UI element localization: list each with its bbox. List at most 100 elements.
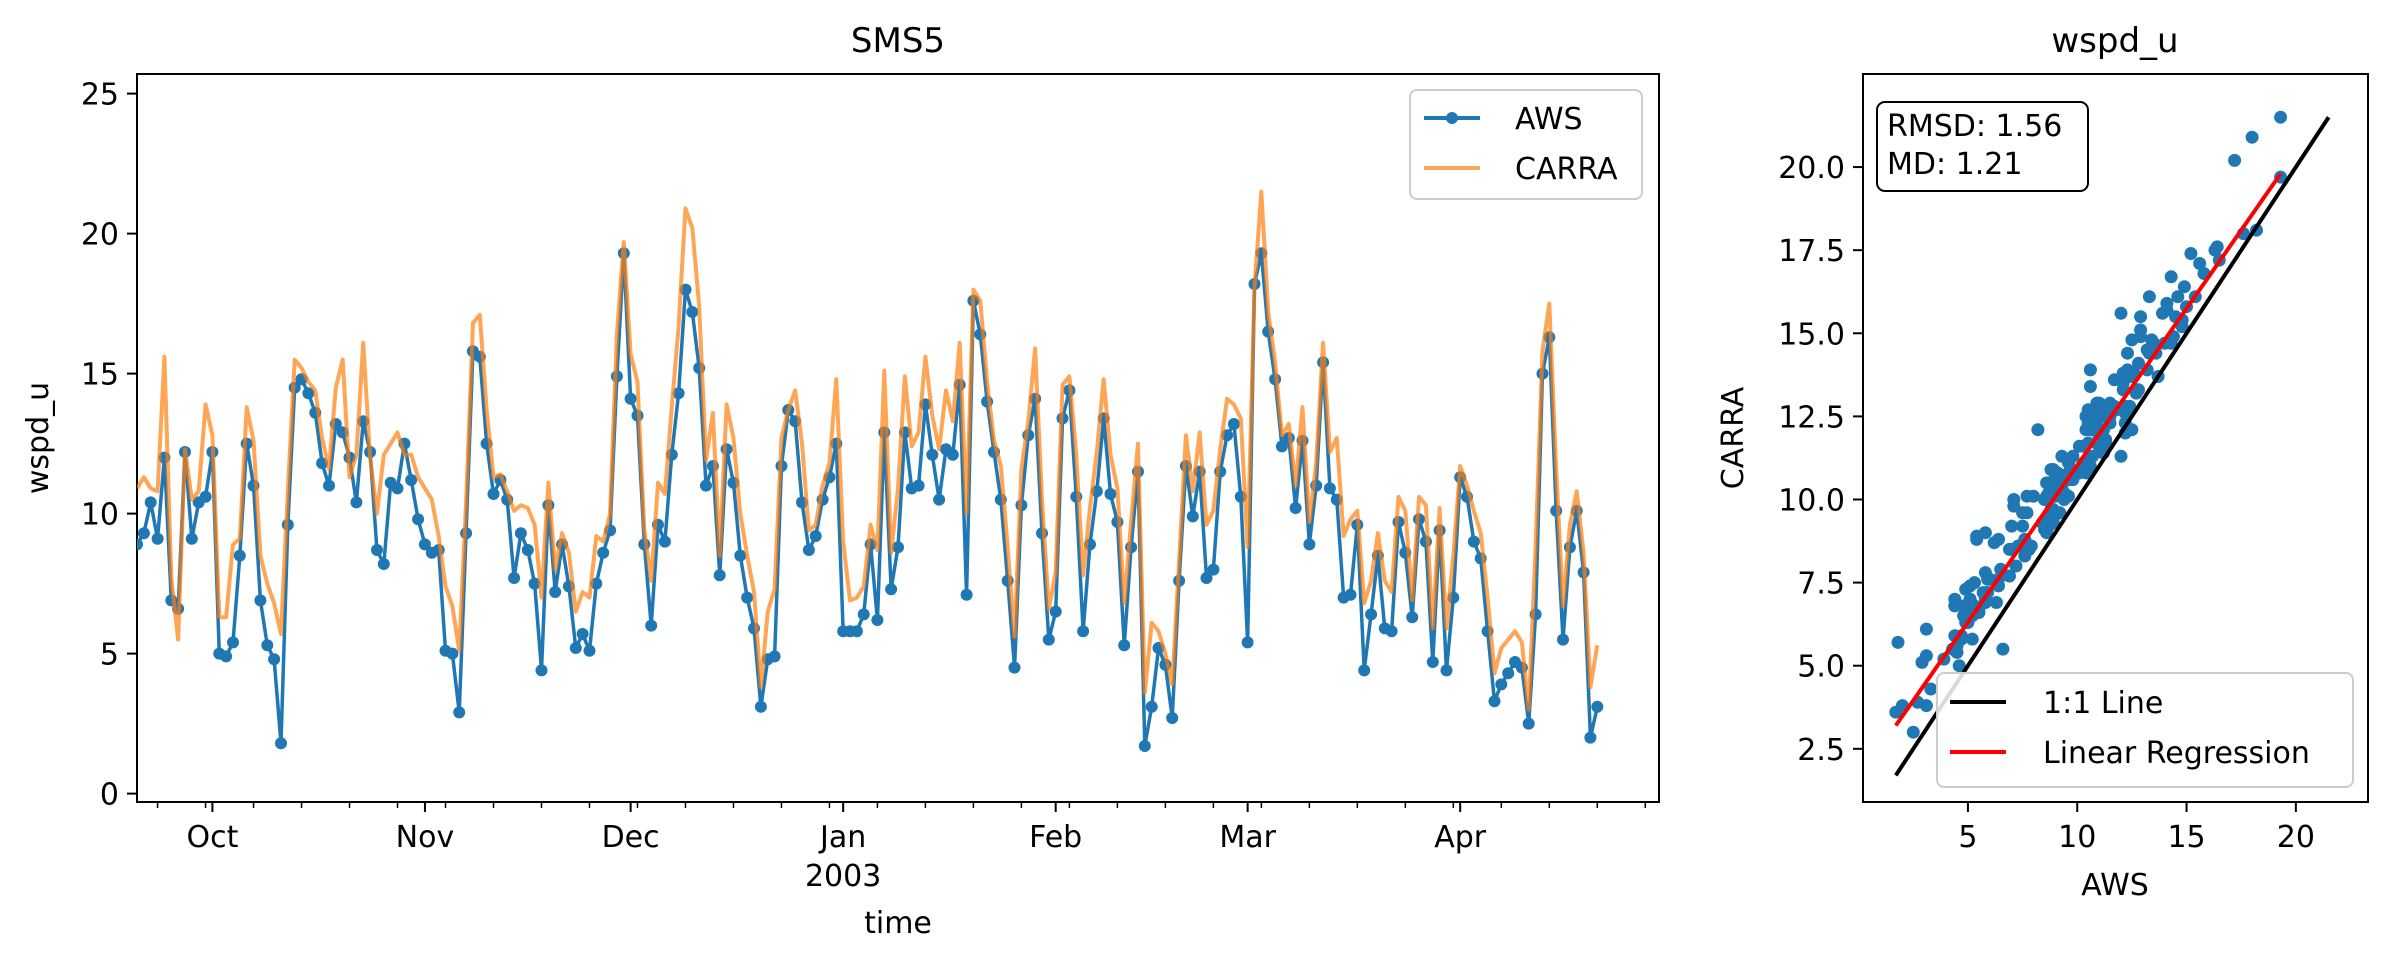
aws-series-line xyxy=(137,251,1600,748)
aws-point xyxy=(521,544,534,556)
scatter-point xyxy=(2027,489,2040,503)
timeseries-y-tick-label: 0 xyxy=(100,778,119,813)
scatter-lines-layer xyxy=(1894,116,2331,777)
aws-point xyxy=(233,549,246,562)
scatter-point xyxy=(2016,519,2030,533)
scatter-point xyxy=(2142,290,2156,304)
legend-aws-marker xyxy=(1446,112,1458,124)
timeseries-legend: AWS CARRA xyxy=(1409,89,1643,200)
scatter-y-tick-label: 20.0 xyxy=(1778,151,1845,186)
scatter-legend: 1:1 Line Linear Regression xyxy=(1936,672,2354,788)
aws-point xyxy=(768,650,781,663)
aws-point xyxy=(275,737,287,750)
scatter-point xyxy=(2018,549,2032,563)
aws-point xyxy=(350,496,363,509)
timeseries-y-tick-label: 25 xyxy=(81,78,119,113)
aws-point xyxy=(1344,588,1357,601)
scatter-y-tick-label: 5.0 xyxy=(1797,650,1845,685)
aws-point xyxy=(377,558,390,570)
scatter-point xyxy=(2193,257,2207,270)
aws-point xyxy=(672,387,685,400)
aws-point xyxy=(137,538,143,551)
aws-point xyxy=(734,549,747,562)
scatter-point xyxy=(2245,130,2259,144)
scatter-point xyxy=(2114,306,2128,320)
aws-point xyxy=(741,591,754,604)
aws-point xyxy=(1145,700,1158,713)
scatter-point xyxy=(1965,632,1979,646)
aws-point xyxy=(754,700,767,713)
aws-point xyxy=(892,541,904,554)
aws-point xyxy=(912,479,925,492)
scatter-axes-frame xyxy=(1862,73,2369,803)
aws-point xyxy=(857,608,870,621)
scatter-point xyxy=(2092,396,2106,410)
timeseries-y-tick-label: 20 xyxy=(81,218,119,253)
aws-point xyxy=(1049,605,1062,618)
aws-point xyxy=(597,546,610,559)
aws-point xyxy=(254,594,267,607)
aws-point xyxy=(686,306,699,318)
aws-point xyxy=(323,479,335,492)
aws-point xyxy=(713,569,726,582)
aws-point xyxy=(199,490,212,503)
aws-point xyxy=(1488,695,1501,708)
scatter-point xyxy=(2040,526,2054,540)
aws-point xyxy=(1042,633,1055,646)
aws-point xyxy=(1591,700,1604,713)
scatter-point xyxy=(2081,403,2095,417)
scatter-y-tick-label: 2.5 xyxy=(1797,733,1845,768)
scatter-y-tick-label: 17.5 xyxy=(1778,234,1845,269)
scatter-y-tick-label: 7.5 xyxy=(1797,567,1845,602)
aws-point xyxy=(1557,633,1569,646)
aws-point xyxy=(850,625,863,638)
scatter-point xyxy=(2134,330,2148,344)
scatter-point xyxy=(2083,459,2097,473)
aws-point xyxy=(405,474,418,486)
scatter-point xyxy=(1924,682,1938,696)
scatter-x-tick-label: 15 xyxy=(2167,820,2205,855)
scatter-x-axis-label: AWS xyxy=(2081,868,2149,903)
scatter-point xyxy=(2164,270,2178,284)
stats-md: MD: 1.21 xyxy=(1887,147,2022,182)
aws-point xyxy=(1502,667,1515,680)
aws-point xyxy=(802,544,815,556)
aws-point xyxy=(220,650,233,663)
stats-box-frame xyxy=(1876,101,2089,192)
timeseries-chart: SMS5 0 5 10 15 20 25 Oct Nov Dec Jan 2003 Feb Mar Ap… xyxy=(21,21,1660,941)
timeseries-x-tick-year-label: 2003 xyxy=(805,859,881,894)
aws-point xyxy=(1227,418,1240,430)
scatter-point xyxy=(1906,725,1920,739)
scatter-point xyxy=(1919,622,1933,636)
scatter-point xyxy=(2177,280,2191,294)
scatter-point xyxy=(1891,635,1905,649)
scatter-point xyxy=(2129,386,2143,400)
stats-rmsd: RMSD: 1.56 xyxy=(1887,109,2062,144)
scatter-point xyxy=(1996,642,2010,656)
aws-point xyxy=(1138,740,1151,752)
one-to-one-line xyxy=(1894,116,2331,777)
timeseries-y-ticks: 0 5 10 15 20 25 xyxy=(81,78,137,813)
timeseries-x-ticks: Oct Nov Dec Jan 2003 Feb Mar Apr xyxy=(156,802,1647,894)
timeseries-x-tick-label: Apr xyxy=(1434,820,1487,855)
scatter-point xyxy=(2005,519,2019,533)
legend-one-to-one-label: 1:1 Line xyxy=(2043,686,2163,721)
scatter-point xyxy=(1919,649,1933,663)
aws-point xyxy=(1495,678,1508,691)
scatter-x-ticks: 5 10 15 20 xyxy=(1958,802,2315,855)
aws-point xyxy=(1323,482,1336,495)
aws-point xyxy=(1166,712,1179,724)
scatter-point xyxy=(2003,569,2016,583)
scatter-point xyxy=(2274,110,2288,124)
aws-point xyxy=(268,653,281,666)
scatter-point xyxy=(1959,582,1973,596)
scatter-legend-frame xyxy=(1936,672,2354,788)
aws-point xyxy=(583,644,596,657)
aws-point xyxy=(1207,563,1220,576)
carra-series-line xyxy=(137,189,1600,712)
aws-point xyxy=(1522,717,1535,730)
scatter-y-tick-label: 10.0 xyxy=(1778,483,1845,518)
scatter-point xyxy=(2123,399,2137,413)
aws-series-markers xyxy=(137,247,1604,752)
aws-point xyxy=(453,706,466,719)
